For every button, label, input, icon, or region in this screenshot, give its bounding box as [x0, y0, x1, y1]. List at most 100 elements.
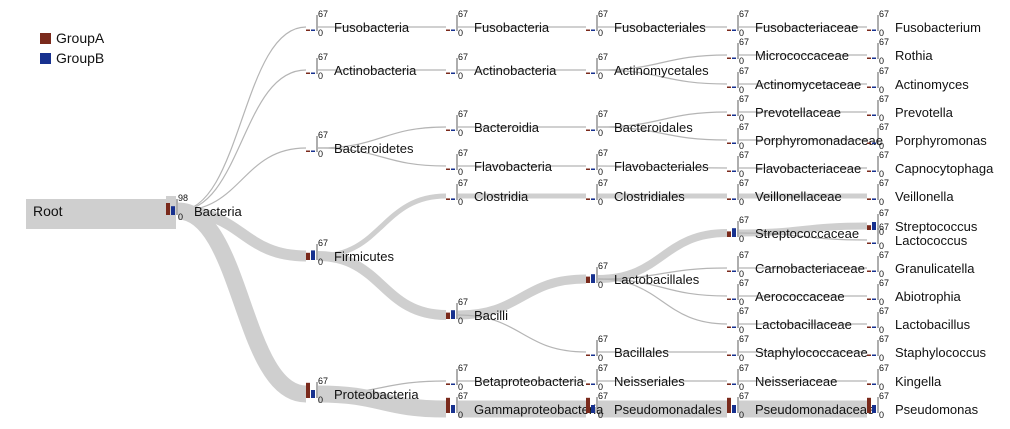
axis-min-label: 0 [879, 56, 884, 66]
node-carnobacteriaceae[interactable]: 67 0 Carnobacteriaceae [727, 250, 865, 279]
node-fuso_c[interactable]: 67 0 Fusobacteria [446, 9, 550, 38]
bar-groupa [586, 397, 590, 413]
node-veillonellaceae[interactable]: 67 0 Veillonellaceae [727, 178, 842, 207]
node-bacteroidales[interactable]: 67 0 Bacteroidales [586, 109, 693, 138]
bar-groupa [867, 114, 871, 116]
node-actino_c[interactable]: 67 0 Actinobacteria [446, 52, 557, 81]
flow-link-lactococcus [738, 232, 868, 241]
node-bacteroidetes[interactable]: 67 0 Bacteroidetes [306, 130, 414, 159]
bar-groupa [306, 72, 310, 74]
bar-groupb [451, 198, 455, 200]
node-pseudomonadaceae[interactable]: 67 0 Pseudomonadaceae [727, 391, 874, 420]
node-fusobacterium[interactable]: 67 0 Fusobacterium [867, 9, 981, 38]
node-pseudomonadales[interactable]: 67 0 Pseudomonadales [586, 391, 722, 420]
bar-groupb [732, 198, 736, 200]
node-fuso_p[interactable]: 67 0 Fusobacteria [306, 9, 410, 38]
axis-max-label: 67 [739, 334, 749, 344]
node-lactococcus[interactable]: 670 Lactococcus [867, 222, 968, 251]
bar-groupa [727, 231, 731, 237]
node-aerococcaceae[interactable]: 67 0 Aerococcaceae [727, 278, 845, 307]
node-fusobacteriaceae[interactable]: 67 0 Fusobacteriaceae [727, 9, 858, 38]
node-rothia[interactable]: 67 0 Rothia [867, 37, 933, 66]
bar-groupb [732, 228, 736, 237]
bar-groupa [727, 326, 731, 328]
node-kingella[interactable]: 67 0 Kingella [867, 363, 942, 392]
legend-item-groupa: GroupA [40, 28, 104, 48]
node-bacilli[interactable]: 67 0 Bacilli [446, 297, 508, 326]
node-bacillales[interactable]: 67 0 Bacillales [586, 334, 669, 363]
bar-groupb [872, 86, 876, 88]
bar-groupa [727, 170, 731, 172]
node-bacteria[interactable]: 98 0 Bacteria [166, 193, 242, 222]
node-neisseriaceae[interactable]: 67 0 Neisseriaceae [727, 363, 837, 392]
node-flavobacteriaceae[interactable]: 67 0 Flavobacteriaceae [727, 150, 861, 179]
axis-max-label: 67 [879, 208, 889, 218]
node-prevotellaceae[interactable]: 67 0 Prevotellaceae [727, 94, 841, 123]
node-proteo[interactable]: 67 0 Proteobacteria [306, 376, 419, 405]
axis-max-label: 67 [458, 109, 468, 119]
node-streptococcus[interactable]: 670 Streptococcus [867, 208, 978, 237]
bar-groupa [867, 170, 871, 172]
axis-max-label: 67 [879, 122, 889, 132]
axis-max-label: 67 [739, 363, 749, 373]
flow-link-lactobacillales [457, 274, 587, 320]
bar-groupb [872, 326, 876, 328]
node-label: Prevotellaceae [755, 105, 841, 120]
node-label: Streptococcus [895, 219, 978, 234]
node-bacteroidia[interactable]: 67 0 Bacteroidia [446, 109, 540, 138]
legend: GroupA GroupB [40, 28, 104, 68]
bar-groupa [727, 198, 731, 200]
axis-max-label: 67 [879, 334, 889, 344]
bar-groupb [732, 298, 736, 300]
node-prevotella[interactable]: 67 0 Prevotella [867, 94, 954, 123]
bar-groupb [872, 198, 876, 200]
node-porphyromonadaceae[interactable]: 670 Porphyromonadaceae [727, 122, 883, 151]
bar-groupb [311, 390, 315, 398]
node-abiotrophia[interactable]: 67 0 Abiotrophia [867, 278, 962, 307]
node-micrococcaceae[interactable]: 67 0 Micrococcaceae [727, 37, 849, 66]
flow-link-fuso_p [177, 26, 307, 212]
bar-groupb [872, 270, 876, 272]
node-flavob_c[interactable]: 67 0 Flavobacteria [446, 148, 553, 177]
axis-min-label: 0 [598, 28, 603, 38]
axis-max-label: 67 [598, 261, 608, 271]
node-betaproteo[interactable]: 67 0 Betaproteobacteria [446, 363, 585, 392]
node-firmicutes[interactable]: 67 0 Firmicutes [306, 238, 394, 267]
node-granulicatella[interactable]: 67 0 Granulicatella [867, 250, 975, 279]
axis-min-label: 0 [879, 353, 884, 363]
bar-groupa [446, 312, 450, 319]
node-clostridia[interactable]: 67 0 Clostridia [446, 178, 529, 207]
node-gammaproteo[interactable]: 670 Gammaproteobacteria [446, 391, 604, 420]
axis-min-label: 0 [739, 269, 744, 279]
node-clostridiales[interactable]: 67 0 Clostridiales [586, 178, 685, 207]
axis-max-label: 67 [598, 52, 608, 62]
node-staphylococcaceae[interactable]: 67 0 Staphylococcaceae [727, 334, 868, 363]
node-actino_p[interactable]: 67 0 Actinobacteria [306, 52, 417, 81]
bar-groupa [867, 397, 871, 413]
node-veillonella[interactable]: 67 0 Veillonella [867, 178, 954, 207]
node-actinomycetales[interactable]: 67 0 Actinomycetales [586, 52, 709, 81]
node-fusobacteriales[interactable]: 67 0 Fusobacteriales [586, 9, 706, 38]
node-streptococcaceae[interactable]: 67 0 Streptococcaceae [727, 215, 859, 244]
bar-groupb [311, 250, 315, 260]
bar-groupa [867, 142, 871, 144]
node-staphylococcus[interactable]: 67 0 Staphylococcus [867, 334, 987, 363]
node-neisseriales[interactable]: 67 0 Neisseriales [586, 363, 685, 392]
node-label: Bacteria [194, 204, 242, 219]
bar-groupb [872, 170, 876, 172]
bar-groupb [872, 29, 876, 31]
node-porphyromonas[interactable]: 67 0 Porphyromonas [867, 122, 987, 151]
node-pseudomonas[interactable]: 67 0 Pseudomonas [867, 391, 979, 420]
node-flavobacteriales[interactable]: 67 0 Flavobacteriales [586, 148, 709, 177]
node-capnocytophaga[interactable]: 67 0 Capnocytophaga [867, 150, 994, 179]
node-label: Abiotrophia [895, 289, 962, 304]
axis-max-label: 67 [879, 150, 889, 160]
node-lactobacillaceae[interactable]: 67 0 Lactobacillaceae [727, 306, 852, 335]
node-lactobacillales[interactable]: 67 0 Lactobacillales [586, 261, 700, 290]
node-lactobacillus[interactable]: 67 0 Lactobacillus [867, 306, 971, 335]
bar-groupa [727, 86, 731, 88]
node-actinomyces[interactable]: 67 0 Actinomyces [867, 66, 969, 95]
node-actinomycetaceae[interactable]: 67 0 Actinomycetaceae [727, 66, 861, 95]
